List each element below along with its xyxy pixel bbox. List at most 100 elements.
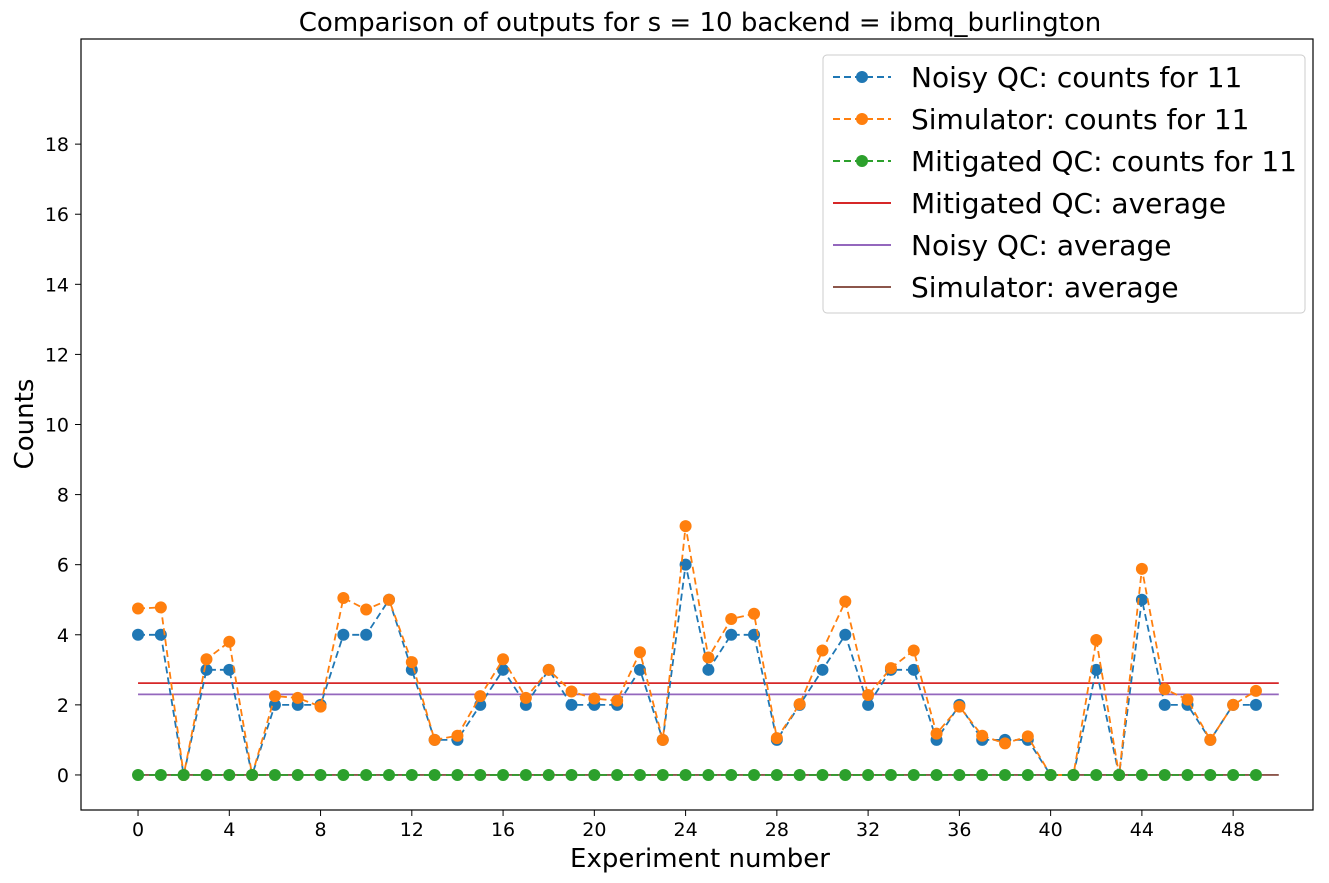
point-simulator-counts-for-11 xyxy=(976,729,989,742)
point-simulator-counts-for-11 xyxy=(565,685,578,698)
point-mitigated-qc-counts-for-11 xyxy=(314,768,327,781)
point-noisy-qc-counts-for-11 xyxy=(725,628,738,641)
point-noisy-qc-counts-for-11 xyxy=(223,663,236,676)
plot-frame xyxy=(80,38,1314,811)
x-tick-label: 4 xyxy=(223,819,235,841)
legend-label: Simulator: counts for 11 xyxy=(911,103,1250,136)
point-noisy-qc-counts-for-11 xyxy=(497,663,510,676)
point-mitigated-qc-counts-for-11 xyxy=(793,768,806,781)
point-simulator-counts-for-11 xyxy=(679,520,692,533)
point-noisy-qc-counts-for-11 xyxy=(633,663,646,676)
point-simulator-counts-for-11 xyxy=(268,690,281,703)
y-tick-label: 14 xyxy=(45,274,69,296)
x-tick-label: 12 xyxy=(400,819,424,841)
x-tick-label: 32 xyxy=(856,819,880,841)
point-simulator-counts-for-11 xyxy=(1090,634,1103,647)
point-mitigated-qc-counts-for-11 xyxy=(268,768,281,781)
legend-marker xyxy=(856,113,868,125)
point-simulator-counts-for-11 xyxy=(1249,684,1262,697)
point-simulator-counts-for-11 xyxy=(291,691,304,704)
point-simulator-counts-for-11 xyxy=(314,700,327,713)
point-mitigated-qc-counts-for-11 xyxy=(1044,768,1057,781)
x-axis-label: Experiment number xyxy=(570,844,830,874)
point-mitigated-qc-counts-for-11 xyxy=(725,768,738,781)
y-tick-label: 16 xyxy=(45,204,69,226)
point-noisy-qc-counts-for-11 xyxy=(200,663,213,676)
legend-marker xyxy=(856,155,868,167)
x-tick-label: 36 xyxy=(947,819,971,841)
point-mitigated-qc-counts-for-11 xyxy=(930,768,943,781)
series-line-noisy-qc-counts-for-11 xyxy=(138,564,1256,779)
point-mitigated-qc-counts-for-11 xyxy=(656,768,669,781)
point-mitigated-qc-counts-for-11 xyxy=(451,768,464,781)
plot-area xyxy=(132,520,1279,781)
point-noisy-qc-counts-for-11 xyxy=(360,628,373,641)
point-simulator-counts-for-11 xyxy=(862,689,875,702)
point-noisy-qc-counts-for-11 xyxy=(1090,663,1103,676)
point-noisy-qc-counts-for-11 xyxy=(132,628,145,641)
point-mitigated-qc-counts-for-11 xyxy=(862,768,875,781)
legend-box xyxy=(822,54,1306,314)
point-simulator-counts-for-11 xyxy=(405,656,418,669)
point-mitigated-qc-counts-for-11 xyxy=(474,768,487,781)
point-simulator-counts-for-11 xyxy=(588,692,601,705)
legend-label: Simulator: average xyxy=(911,271,1179,304)
point-simulator-counts-for-11 xyxy=(1158,683,1171,696)
point-simulator-counts-for-11 xyxy=(223,635,236,648)
x-tick-label: 0 xyxy=(132,819,144,841)
point-simulator-counts-for-11 xyxy=(519,691,532,704)
point-simulator-counts-for-11 xyxy=(474,690,487,703)
x-tick-label: 28 xyxy=(765,819,789,841)
point-simulator-counts-for-11 xyxy=(337,591,350,604)
point-mitigated-qc-counts-for-11 xyxy=(702,768,715,781)
y-axis-label: Counts xyxy=(10,379,40,470)
point-simulator-counts-for-11 xyxy=(497,653,510,666)
y-tick-label: 12 xyxy=(45,344,69,366)
point-simulator-counts-for-11 xyxy=(839,595,852,608)
point-mitigated-qc-counts-for-11 xyxy=(177,768,190,781)
point-mitigated-qc-counts-for-11 xyxy=(1249,768,1262,781)
x-tick-label: 48 xyxy=(1221,819,1245,841)
point-noisy-qc-counts-for-11 xyxy=(1158,698,1171,711)
series-line-simulator-counts-for-11 xyxy=(137,525,1257,776)
chart-title: Comparison of outputs for s = 10 backend… xyxy=(299,8,1101,38)
point-mitigated-qc-counts-for-11 xyxy=(770,768,783,781)
legend-marker xyxy=(856,71,868,83)
point-mitigated-qc-counts-for-11 xyxy=(383,768,395,781)
point-mitigated-qc-counts-for-11 xyxy=(428,768,441,781)
point-mitigated-qc-counts-for-11 xyxy=(976,768,989,781)
point-simulator-counts-for-11 xyxy=(793,698,806,711)
point-mitigated-qc-counts-for-11 xyxy=(1090,768,1103,781)
legend-label: Noisy QC: average xyxy=(911,229,1171,262)
point-noisy-qc-counts-for-11 xyxy=(816,663,829,676)
point-simulator-counts-for-11 xyxy=(633,646,646,659)
point-noisy-qc-counts-for-11 xyxy=(907,663,920,676)
legend-label: Mitigated QC: average xyxy=(911,187,1226,220)
point-simulator-counts-for-11 xyxy=(383,593,395,606)
point-simulator-counts-for-11 xyxy=(748,607,761,620)
point-simulator-counts-for-11 xyxy=(725,613,738,626)
x-tick-label: 40 xyxy=(1039,819,1063,841)
x-tick-label: 8 xyxy=(315,819,327,841)
point-mitigated-qc-counts-for-11 xyxy=(633,768,646,781)
point-mitigated-qc-counts-for-11 xyxy=(291,768,304,781)
x-tick-label: 20 xyxy=(582,819,606,841)
point-mitigated-qc-counts-for-11 xyxy=(1021,768,1034,781)
point-noisy-qc-counts-for-11 xyxy=(839,628,852,641)
point-simulator-counts-for-11 xyxy=(656,733,669,746)
y-tick-label: 2 xyxy=(57,695,69,717)
point-mitigated-qc-counts-for-11 xyxy=(999,768,1011,781)
point-mitigated-qc-counts-for-11 xyxy=(839,768,852,781)
point-simulator-counts-for-11 xyxy=(132,602,145,615)
point-mitigated-qc-counts-for-11 xyxy=(884,768,897,781)
x-tick-label: 44 xyxy=(1130,819,1154,841)
point-mitigated-qc-counts-for-11 xyxy=(1181,768,1194,781)
point-simulator-counts-for-11 xyxy=(542,663,555,676)
point-mitigated-qc-counts-for-11 xyxy=(1113,768,1126,781)
point-mitigated-qc-counts-for-11 xyxy=(588,768,601,781)
point-simulator-counts-for-11 xyxy=(1181,693,1194,706)
legend-label: Mitigated QC: counts for 11 xyxy=(911,145,1297,178)
point-noisy-qc-counts-for-11 xyxy=(337,628,350,641)
point-noisy-qc-counts-for-11 xyxy=(862,698,875,711)
